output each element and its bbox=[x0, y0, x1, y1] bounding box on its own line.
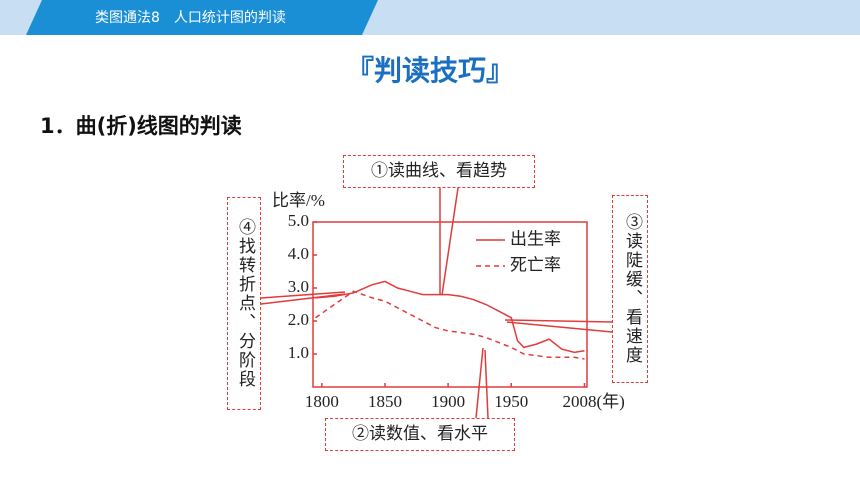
pointer bbox=[506, 321, 613, 333]
pointer bbox=[441, 187, 459, 296]
annotation: ②读数值、看水平 bbox=[325, 418, 515, 451]
legend-label: 出生率 bbox=[510, 230, 561, 250]
pointer bbox=[260, 291, 346, 299]
x-tick-label: 1900 bbox=[431, 392, 465, 411]
x-tick-label: 2008(年) bbox=[562, 392, 624, 411]
header-tab bbox=[26, 0, 378, 35]
y-tick-label: 2.0 bbox=[288, 310, 309, 329]
y-axis-label: 比率/% bbox=[272, 191, 325, 210]
pointer bbox=[260, 293, 346, 305]
data-line bbox=[315, 290, 585, 360]
y-tick-label: 1.0 bbox=[288, 343, 309, 362]
plot-frame bbox=[312, 221, 588, 388]
data-line bbox=[315, 280, 585, 354]
x-tick-label: 1950 bbox=[494, 392, 528, 411]
annotation: ①读曲线、看趋势 bbox=[343, 155, 535, 188]
x-tick-label: 1800 bbox=[305, 392, 339, 411]
annotation: ③读陡缓、看速度 bbox=[612, 195, 648, 383]
y-tick-label: 3.0 bbox=[288, 277, 309, 296]
subtitle: 1．曲(折)线图的判读 bbox=[40, 114, 242, 138]
pointer bbox=[504, 319, 613, 323]
x-tick-label: 1850 bbox=[368, 392, 402, 411]
pointer bbox=[484, 349, 489, 419]
pointer bbox=[475, 347, 484, 419]
y-tick-label: 5.0 bbox=[288, 211, 309, 230]
header-title: 类图通法8 人口统计图的判读 bbox=[95, 9, 286, 26]
legend-label: 死亡率 bbox=[510, 256, 561, 276]
y-tick-label: 4.0 bbox=[288, 244, 309, 263]
section-title: 『判读技巧』 bbox=[346, 54, 514, 87]
annotation: ④找转折点、分阶段 bbox=[227, 197, 261, 410]
